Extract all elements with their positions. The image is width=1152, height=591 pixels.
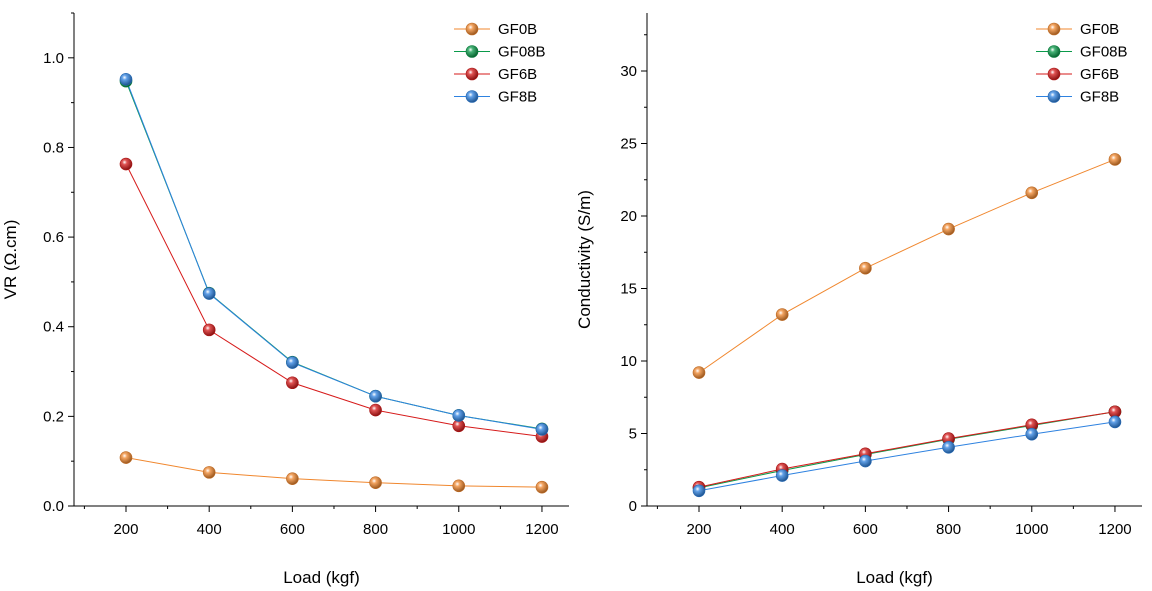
series-line xyxy=(698,411,1116,488)
data-point xyxy=(452,409,466,422)
legend-marker xyxy=(1047,22,1061,36)
legend-marker xyxy=(1047,67,1061,81)
legend-label: GF8B xyxy=(498,89,537,106)
x-axis-title: Load (kgf) xyxy=(856,568,933,587)
data-point xyxy=(942,440,955,454)
data-point xyxy=(119,451,133,464)
data-point xyxy=(1025,186,1039,200)
legend-label: GF6B xyxy=(498,66,537,83)
y-tick-label: 20 xyxy=(620,208,637,225)
y-tick-label: 15 xyxy=(620,281,637,298)
y-tick-label: 1.0 xyxy=(43,50,64,67)
data-point xyxy=(775,308,789,321)
data-point xyxy=(859,454,872,468)
y-tick-label: 10 xyxy=(620,353,637,370)
data-point xyxy=(692,366,706,379)
x-tick-label: 800 xyxy=(363,521,388,538)
y-tick-label: 25 xyxy=(620,136,637,153)
data-point xyxy=(369,403,382,417)
series-line xyxy=(125,80,543,430)
data-point xyxy=(1025,427,1039,441)
x-tick-label: 1000 xyxy=(1015,521,1048,538)
legend-marker xyxy=(465,22,479,36)
series-line xyxy=(125,79,543,430)
series-line xyxy=(698,411,1116,489)
legend-marker xyxy=(1047,90,1061,103)
conductivity-chart: 200 400 600 800 1000 1200 0 5 10 15 20 25 30 Load (kg… xyxy=(575,13,1142,587)
y-tick-label: 30 xyxy=(620,63,637,80)
x-tick-label: 600 xyxy=(280,521,305,538)
legend-marker xyxy=(465,67,479,81)
x-axis-title: Load (kgf) xyxy=(283,568,360,587)
data-point xyxy=(202,287,216,300)
x-tick-label: 800 xyxy=(936,521,961,538)
x-tick-label: 1000 xyxy=(442,521,475,538)
data-point xyxy=(369,476,382,489)
data-point xyxy=(202,466,216,479)
vr-chart: 200 400 600 800 1000 1200 0.0 0.2 0.4 0.6 0.8 1.0 Lo… xyxy=(1,12,569,587)
data-point xyxy=(202,323,216,337)
data-point xyxy=(1108,153,1122,166)
y-tick-label: 5 xyxy=(629,426,637,443)
legend-label: GF0B xyxy=(1080,21,1119,38)
data-point xyxy=(286,472,299,485)
data-point xyxy=(942,222,955,236)
y-tick-label: 0.0 xyxy=(43,498,64,515)
x-tick-label: 1200 xyxy=(525,521,558,538)
data-point xyxy=(119,157,133,171)
legend-label: GF08B xyxy=(1080,44,1128,61)
data-point xyxy=(775,469,789,482)
data-point xyxy=(535,423,549,436)
x-tick-label: 400 xyxy=(197,521,222,538)
data-point xyxy=(692,484,706,498)
x-tick-label: 600 xyxy=(853,521,878,538)
legend-label: GF8B xyxy=(1080,89,1119,106)
y-axis-title: Conductivity (S/m) xyxy=(575,190,594,329)
y-tick-label: 0.2 xyxy=(43,408,64,425)
y-axis-title: VR (Ω.cm) xyxy=(1,220,20,300)
y-tick-label: 0.4 xyxy=(43,319,64,336)
legend-marker xyxy=(465,45,479,58)
data-point xyxy=(369,389,382,403)
legend-marker xyxy=(1047,45,1061,58)
series-line xyxy=(125,457,542,488)
series-line xyxy=(698,158,1116,374)
y-tick-label: 0.6 xyxy=(43,229,64,246)
data-point xyxy=(535,480,549,494)
x-tick-label: 1200 xyxy=(1098,521,1131,538)
data-point xyxy=(452,479,466,493)
y-tick-label: 0 xyxy=(629,498,637,515)
x-tick-label: 400 xyxy=(770,521,795,538)
data-point xyxy=(859,261,872,275)
y-tick-label: 0.8 xyxy=(43,139,64,156)
data-point xyxy=(119,73,133,86)
legend-label: GF6B xyxy=(1080,66,1119,83)
x-tick-label: 200 xyxy=(113,521,138,538)
series-line xyxy=(698,421,1116,492)
series-line xyxy=(125,163,543,438)
legend-label: GF08B xyxy=(498,44,546,61)
data-point xyxy=(1108,415,1122,429)
legend-marker xyxy=(465,90,479,103)
data-point xyxy=(286,356,299,369)
x-tick-label: 200 xyxy=(686,521,711,538)
data-point xyxy=(286,376,299,390)
legend-label: GF0B xyxy=(498,21,537,38)
